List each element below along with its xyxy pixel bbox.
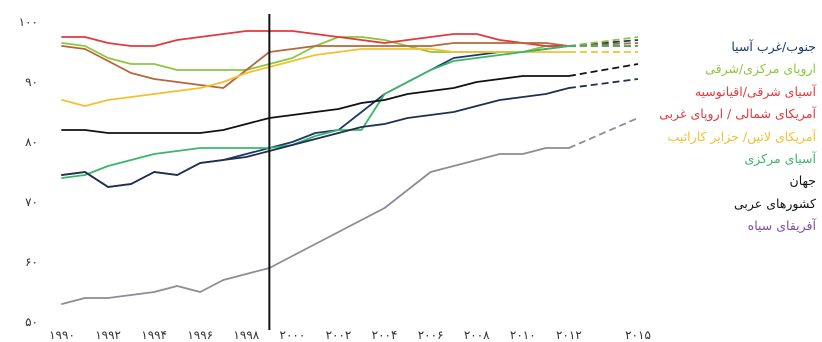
x-tick-label: ۲۰۱۲ bbox=[556, 328, 582, 342]
x-tick-label: ۱۹۹۲ bbox=[95, 328, 121, 342]
legend-item: آمریکای شمالی / اروپای غربی bbox=[659, 106, 816, 122]
series-line bbox=[61, 87, 570, 188]
legend-item: جهان bbox=[789, 173, 816, 189]
legend: جنوب/غرب آسیا اروپای مرکزی/شرقی آسیای شر… bbox=[644, 36, 816, 238]
y-tick-label: ۱۰۰ bbox=[19, 15, 38, 29]
y-tick-label: ۷۰ bbox=[25, 195, 38, 209]
x-tick-label: ۲۰۰۴ bbox=[372, 328, 398, 342]
y-tick-label: ۹۰ bbox=[25, 75, 38, 89]
series-projection bbox=[568, 117, 639, 149]
x-tick-label: ۲۰۱۰ bbox=[510, 328, 536, 342]
series-projection bbox=[568, 78, 639, 89]
axes: ۵۰ ۶۰ ۷۰ ۸۰ ۹۰ ۱۰۰ ۱۹۹۰ ۱۹۹۲ ۱۹۹۴ ۱۹۹۶ ۱۹۹۸ ۲۰۰۰ ۲۰۰… bbox=[19, 15, 651, 342]
y-tick-label: ۶۰ bbox=[25, 255, 38, 269]
series-projection bbox=[568, 36, 639, 47]
series-line bbox=[61, 42, 570, 89]
legend-item: اروپای مرکزی/شرقی bbox=[705, 61, 816, 77]
x-tick-label: ۲۰۰۲ bbox=[326, 328, 352, 342]
legend-item: جنوب/غرب آسیا bbox=[731, 39, 816, 54]
series-line bbox=[61, 45, 570, 179]
series-line bbox=[61, 45, 570, 188]
legend-item: آسیای مرکزی bbox=[744, 151, 816, 167]
x-tick-label: ۲۰۰۰ bbox=[280, 328, 306, 342]
legend-item: آمریکای لاتین/ جزایر کارائیب bbox=[667, 128, 816, 144]
x-tick-label: ۲۰۰۸ bbox=[464, 328, 490, 342]
series-lines bbox=[61, 30, 639, 305]
legend-item: آفریقای سیاه bbox=[747, 218, 816, 234]
x-tick-label: ۱۹۹۸ bbox=[233, 328, 259, 342]
series-line bbox=[61, 30, 570, 47]
series-projection bbox=[568, 63, 639, 77]
y-tick-label: ۵۰ bbox=[25, 315, 38, 329]
x-tick-label: ۲۰۱۵ bbox=[625, 328, 651, 342]
legend-item: آسیای شرقی/اقیانوسیه bbox=[694, 83, 816, 99]
y-tick-label: ۸۰ bbox=[25, 135, 38, 149]
x-tick-label: ۱۹۹۴ bbox=[141, 328, 167, 342]
series-line bbox=[61, 75, 570, 134]
x-tick-label: ۱۹۹۶ bbox=[187, 328, 213, 342]
series-line bbox=[61, 48, 570, 107]
x-tick-label: ۲۰۰۶ bbox=[418, 328, 444, 342]
series-line bbox=[61, 147, 570, 305]
x-tick-label: ۱۹۹۰ bbox=[49, 328, 75, 342]
legend-item: کشورهای عربی bbox=[733, 195, 816, 211]
